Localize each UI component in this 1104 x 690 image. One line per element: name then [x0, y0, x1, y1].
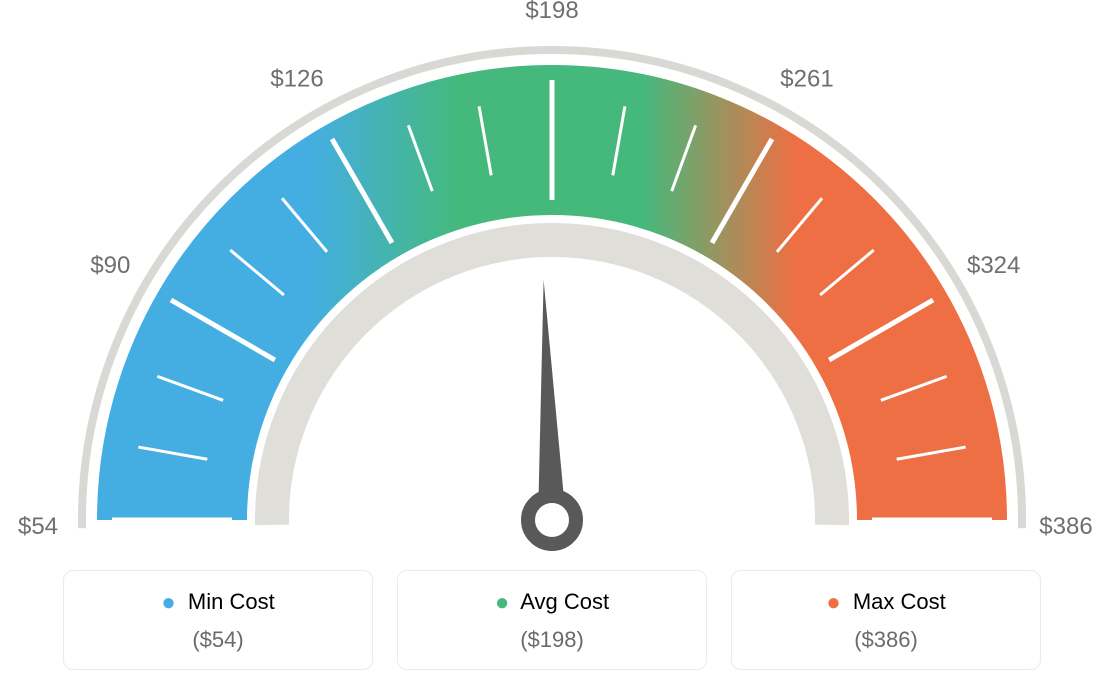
gauge-svg: $54 $90 $126 $198 $261 $324 $386 — [0, 0, 1104, 560]
gauge-area: $54 $90 $126 $198 $261 $324 $386 — [0, 0, 1104, 560]
gauge-needle — [528, 280, 576, 544]
legend-title-min: ● Min Cost — [64, 589, 372, 617]
legend-dot-min: ● — [161, 589, 176, 616]
legend-dot-avg: ● — [495, 589, 510, 616]
legend-value-min: ($54) — [64, 627, 372, 653]
legend-title-max: ● Max Cost — [732, 589, 1040, 617]
legend-label-min: Min Cost — [188, 589, 275, 614]
legend-dot-max: ● — [826, 589, 841, 616]
gauge-tick-label: $198 — [525, 0, 578, 24]
gauge-tick-label: $261 — [780, 65, 833, 92]
gauge-chart-container: $54 $90 $126 $198 $261 $324 $386 ● Min Cost ($… — [0, 0, 1104, 690]
legend-label-max: Max Cost — [853, 589, 946, 614]
legend-value-max: ($386) — [732, 627, 1040, 653]
legend-card-avg: ● Avg Cost ($198) — [397, 570, 707, 670]
legend-row: ● Min Cost ($54) ● Avg Cost ($198) ● Max… — [63, 570, 1041, 670]
gauge-tick-label: $54 — [18, 513, 58, 540]
legend-value-avg: ($198) — [398, 627, 706, 653]
legend-title-avg: ● Avg Cost — [398, 589, 706, 617]
gauge-tick-label: $90 — [90, 252, 130, 279]
gauge-tick-label: $386 — [1039, 513, 1092, 540]
gauge-tick-label: $126 — [270, 65, 323, 92]
legend-label-avg: Avg Cost — [520, 589, 609, 614]
legend-card-max: ● Max Cost ($386) — [731, 570, 1041, 670]
gauge-tick-label: $324 — [967, 252, 1020, 279]
legend-card-min: ● Min Cost ($54) — [63, 570, 373, 670]
